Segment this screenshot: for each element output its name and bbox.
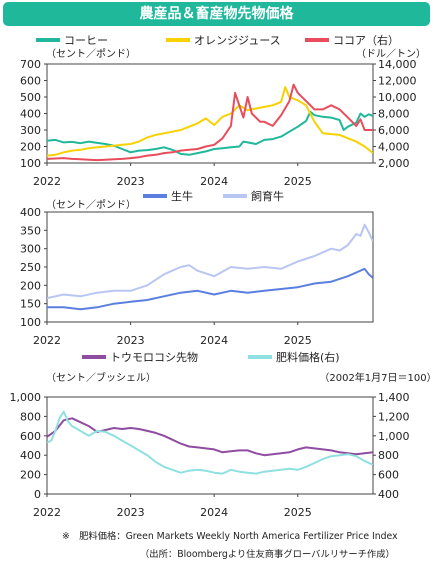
legend-label-0: コーヒー	[64, 34, 108, 47]
y-tick-label: 600	[20, 75, 41, 88]
y-tick-label: 100	[20, 316, 41, 329]
y-tick-label: 250	[20, 261, 41, 274]
y-tick-label: 700	[20, 58, 41, 71]
y-axis-title: （セント／ポンド）	[46, 199, 136, 211]
y2-axis-title: （ドル／トン）	[356, 48, 426, 60]
y-tick-label: 150	[20, 298, 41, 311]
y2-axis-title: （2002年1月7日＝100）	[319, 371, 433, 384]
y-tick-label: 400	[20, 206, 41, 219]
x-tick-label: 2022	[33, 506, 61, 519]
y2-tick-label: 14,000	[378, 58, 417, 71]
y-tick-label: 200	[20, 469, 41, 482]
y-tick-label: 300	[20, 243, 41, 256]
panel-ag-prices: 100 200 300 400 500 600 700 2,000 4,000 6,000 8,00…	[20, 33, 426, 188]
y2-tick-label: 1,000	[378, 430, 410, 443]
x-tick-label: 2022	[33, 334, 61, 347]
panel-cattle-prices: 100 150 200 250 300 350 400 2022 2023 2024 2025 （セン…	[20, 189, 374, 347]
series-line-series-1	[47, 86, 373, 157]
y-tick-label: 200	[20, 279, 41, 292]
y2-tick-label: 1,200	[378, 410, 410, 423]
y2-tick-label: 800	[378, 449, 399, 462]
y2-tick-label: 2,000	[378, 157, 410, 170]
y-tick-label: 800	[20, 410, 41, 423]
series-line-series-0	[47, 417, 373, 457]
footnote: ※ 肥料価格：Green Markets Weekly North Americ…	[62, 531, 398, 542]
x-tick-label: 2024	[200, 175, 228, 188]
y2-tick-label: 1,400	[378, 391, 410, 404]
x-tick-label: 2023	[117, 334, 145, 347]
y2-tick-label: 6,000	[378, 124, 410, 137]
y-tick-label: 400	[20, 449, 41, 462]
y-tick-label: 0	[34, 488, 41, 501]
x-tick-label: 2025	[284, 506, 312, 519]
y-axis-title: （セント／ポンド）	[46, 48, 136, 60]
x-tick-label: 2023	[117, 175, 145, 188]
y-tick-label: 500	[20, 91, 41, 104]
y-axis-title: （セント／ブッシェル）	[46, 371, 156, 384]
y-tick-label: 600	[20, 430, 41, 443]
source-note: （出所：Bloombergより住友商事グローバルリサーチ作成）	[140, 549, 395, 560]
y-tick-label: 200	[20, 141, 41, 154]
legend-label-0: トウモロコシ先物	[110, 350, 198, 364]
panel-corn-fertilizer: 0 200 400 600 800 1,000 400 600 800 1,000 1,200 1,4…	[10, 350, 433, 519]
y-tick-label: 100	[20, 157, 41, 170]
legend-label-2: ココア（右）	[333, 33, 399, 47]
series-line-series-0	[47, 267, 373, 311]
page-title: 農産品＆畜産物先物価格	[3, 2, 430, 26]
x-tick-label: 2025	[284, 175, 312, 188]
legend-label-1: 飼育牛	[251, 189, 284, 203]
y2-tick-label: 8,000	[378, 108, 410, 121]
y2-tick-label: 10,000	[378, 91, 417, 104]
y-tick-label: 400	[20, 108, 41, 121]
y-tick-label: 300	[20, 124, 41, 137]
plot-frame	[46, 211, 374, 323]
legend-label-1: 肥料価格(右)	[276, 350, 340, 364]
y2-tick-label: 400	[378, 488, 399, 501]
y-tick-label: 350	[20, 224, 41, 237]
legend-label-1: オレンジジュース	[194, 34, 281, 47]
y2-tick-label: 600	[378, 469, 399, 482]
x-tick-label: 2025	[284, 334, 312, 347]
plot-frame	[46, 396, 374, 495]
series-line-series-2	[47, 83, 373, 162]
y-tick-label: 1,000	[10, 391, 42, 404]
series-line-series-1	[47, 410, 373, 475]
x-tick-label: 2024	[200, 334, 228, 347]
series-line-series-1	[47, 223, 373, 300]
x-tick-label: 2022	[33, 175, 61, 188]
x-tick-label: 2023	[117, 506, 145, 519]
legend-label-0: 生牛	[171, 189, 193, 203]
series-line-series-0	[47, 110, 373, 156]
x-tick-label: 2024	[200, 506, 228, 519]
y2-tick-label: 12,000	[378, 75, 417, 88]
y2-tick-label: 4,000	[378, 141, 410, 154]
